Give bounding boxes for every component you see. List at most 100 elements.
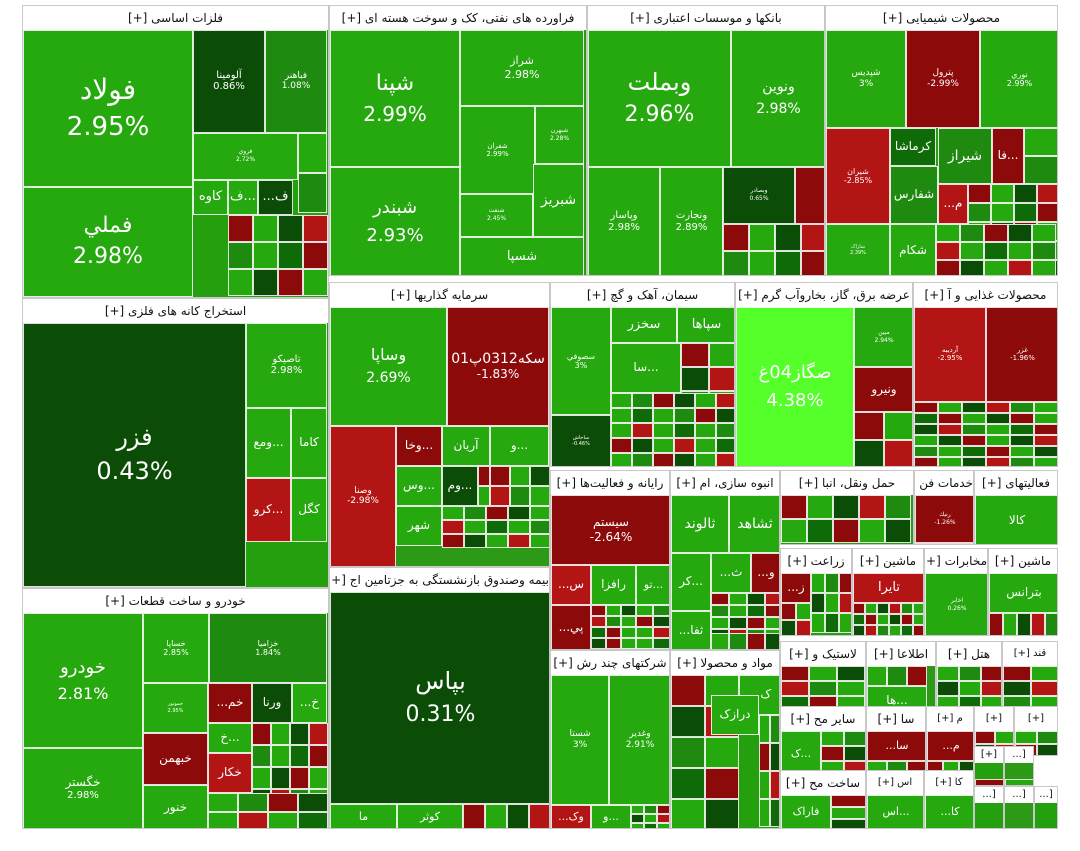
stock-tile-small[interactable]	[1003, 613, 1017, 635]
stock-tile-small[interactable]	[962, 424, 986, 435]
stock-tile-small[interactable]	[309, 745, 328, 767]
stock-tile[interactable]: درازک	[711, 695, 759, 735]
stock-tile-small[interactable]	[729, 593, 747, 605]
stock-tile-small[interactable]	[1032, 242, 1056, 260]
sector-title[interactable]: کا [+]	[935, 777, 963, 788]
stock-tile-small[interactable]	[962, 413, 986, 424]
stock-tile-small[interactable]	[986, 457, 1010, 466]
stock-tile-small[interactable]	[271, 767, 290, 789]
stock-tile[interactable]: خبهمن	[143, 733, 208, 785]
stock-tile[interactable]: وساپا 2.69%	[330, 307, 447, 426]
sector-title[interactable]: [...	[1012, 789, 1026, 800]
stock-tile-small[interactable]	[867, 666, 887, 686]
stock-tile-small[interactable]	[632, 453, 653, 466]
stock-tile[interactable]: وغدير 2.91%	[609, 675, 669, 805]
stock-tile[interactable]: ...م	[927, 731, 973, 761]
stock-tile-small[interactable]	[238, 812, 268, 828]
stock-tile-small[interactable]	[705, 768, 739, 799]
stock-tile-small[interactable]	[765, 593, 779, 605]
stock-tile-small[interactable]	[986, 424, 1010, 435]
sector-title[interactable]: سایر مح [+]	[790, 712, 856, 726]
stock-tile-small[interactable]	[621, 638, 636, 649]
stock-tile-small[interactable]	[631, 814, 644, 823]
stock-tile[interactable]: کرماشا	[890, 128, 936, 166]
stock-tile[interactable]: شيراز	[938, 128, 992, 184]
stock-tile-small[interactable]	[695, 423, 716, 438]
stock-tile-small[interactable]	[636, 638, 653, 649]
stock-tile-small[interactable]	[938, 413, 962, 424]
stock-tile-small[interactable]	[723, 224, 749, 251]
stock-tile[interactable]: سکه0312پ01 -1.83%	[447, 307, 549, 426]
stock-tile-small[interactable]	[1008, 224, 1032, 242]
stock-tile-small[interactable]	[1032, 260, 1056, 275]
stock-tile-small[interactable]	[781, 519, 807, 543]
sector-title[interactable]: عرضه برق، گاز، بخاروآب گرم [+]	[738, 288, 910, 302]
stock-tile[interactable]: کوثر	[397, 804, 463, 828]
stock-tile-small[interactable]	[759, 715, 770, 743]
sector-title[interactable]: انبوه سازی، ام [+]	[676, 476, 774, 490]
stock-tile[interactable]: شپديس 3%	[826, 30, 906, 128]
stock-tile-small[interactable]	[529, 804, 549, 828]
stock-tile-small[interactable]	[681, 343, 709, 367]
stock-tile-small[interactable]	[442, 534, 464, 548]
stock-tile-small[interactable]	[995, 731, 1013, 744]
stock-tile-small[interactable]	[986, 435, 1010, 446]
stock-tile[interactable]: سصوفي 3%	[551, 307, 611, 415]
stock-tile-small[interactable]	[228, 242, 253, 269]
stock-tile[interactable]: شهر	[396, 506, 442, 546]
stock-tile-small[interactable]	[716, 438, 734, 453]
stock-tile-small[interactable]	[984, 260, 1008, 275]
stock-tile-small[interactable]	[606, 605, 621, 616]
stock-tile-small[interactable]	[695, 438, 716, 453]
stock-tile-small[interactable]	[508, 520, 530, 534]
stock-tile-small[interactable]	[671, 799, 705, 828]
stock-tile-small[interactable]	[914, 435, 938, 446]
stock-tile[interactable]: ک...	[781, 731, 821, 775]
stock-tile[interactable]: سپاها	[677, 307, 734, 343]
stock-tile[interactable]: ورنا	[252, 683, 292, 723]
stock-tile-small[interactable]	[759, 743, 770, 771]
stock-tile-small[interactable]	[938, 457, 962, 466]
stock-tile-small[interactable]	[478, 486, 490, 506]
stock-tile-small[interactable]	[901, 603, 913, 614]
stock-tile-small[interactable]	[653, 423, 674, 438]
stock-tile[interactable]: شپنا 2.99%	[330, 30, 460, 167]
stock-tile-small[interactable]	[464, 534, 486, 548]
stock-tile-small[interactable]	[984, 242, 1008, 260]
sector-title[interactable]: مخابرات [+]	[925, 554, 987, 568]
stock-tile[interactable]: شفارس	[890, 166, 938, 224]
stock-tile-small[interactable]	[781, 603, 796, 620]
stock-tile-small[interactable]	[711, 617, 729, 629]
stock-tile-small[interactable]	[831, 819, 865, 828]
stock-tile-small[interactable]	[252, 767, 271, 789]
stock-tile-small[interactable]	[591, 605, 606, 616]
stock-tile-small[interactable]	[865, 614, 877, 625]
stock-tile[interactable]: کر...	[671, 553, 711, 611]
stock-tile-small[interactable]	[962, 457, 986, 466]
sector-title[interactable]: ساخت مح [+]	[785, 776, 861, 790]
sector-title[interactable]: شرکتهای چند رش [+]	[553, 656, 667, 670]
sector-title[interactable]: [...	[1012, 749, 1026, 760]
stock-tile[interactable]: شبندر 2.93%	[330, 167, 460, 275]
stock-tile-small[interactable]	[632, 393, 653, 408]
stock-tile-small[interactable]	[228, 269, 253, 296]
stock-tile-small[interactable]	[796, 620, 811, 635]
sector-title[interactable]: فلزات اساسی [+]	[127, 11, 224, 25]
stock-tile-small[interactable]	[238, 793, 268, 812]
stock-tile-small[interactable]	[271, 723, 290, 745]
stock-tile-small[interactable]	[913, 625, 923, 635]
sector-title[interactable]: خدمات فن [+]	[915, 476, 973, 490]
sector-title[interactable]: حمل ونقل، انبا [+]	[798, 476, 896, 490]
stock-tile-small[interactable]	[671, 768, 705, 799]
stock-tile-small[interactable]	[463, 804, 485, 828]
stock-tile-small[interactable]	[821, 731, 844, 746]
stock-tile-small[interactable]	[914, 446, 938, 457]
stock-tile-small[interactable]	[821, 746, 844, 761]
stock-tile-small[interactable]	[674, 438, 695, 453]
stock-tile-small[interactable]	[959, 681, 981, 696]
stock-tile[interactable]: وصنا -2.98%	[330, 426, 396, 566]
stock-tile-small[interactable]	[252, 723, 271, 745]
stock-tile[interactable]: اخابر 0.26%	[925, 573, 987, 635]
stock-tile-small[interactable]	[837, 666, 865, 681]
stock-tile[interactable]: شاراک 2.39%	[826, 224, 890, 275]
